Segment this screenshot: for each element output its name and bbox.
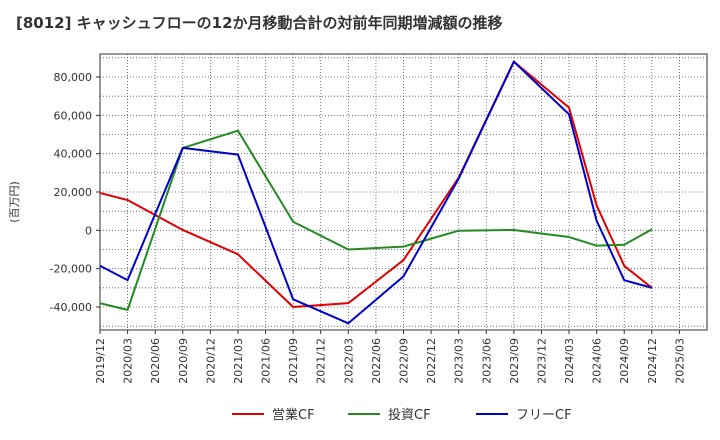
series-line-free-cf xyxy=(99,60,653,325)
x-tick-label: 2021/06 xyxy=(260,338,273,384)
legend-label-free-cf: フリーCF xyxy=(516,408,572,423)
chart-title: [8012] キャッシュフローの12か月移動合計の対前年同期増減額の推移 xyxy=(16,14,503,32)
x-tick-label: 2022/12 xyxy=(425,338,438,384)
axes: -40,000 -20,000 0 20,000 40,000 60,000 80,000 2… xyxy=(50,53,708,384)
x-tick-label: 2021/03 xyxy=(232,338,245,384)
y-tick-label: -20,000 xyxy=(50,263,92,276)
x-tick-label: 2025/03 xyxy=(673,338,686,384)
x-tick-label: 2022/06 xyxy=(370,338,383,384)
y-tick-label: 60,000 xyxy=(54,109,93,122)
y-tick-label: 0 xyxy=(85,224,92,237)
legend: 営業CF 投資CF フリーCF xyxy=(232,407,572,423)
x-tick-label: 2023/03 xyxy=(453,338,466,384)
y-tick-label: 40,000 xyxy=(54,148,93,161)
y-tick-label: 80,000 xyxy=(54,71,93,84)
x-tick-label: 2020/09 xyxy=(177,338,190,384)
y-axis-label: (百万円) xyxy=(8,181,21,223)
x-tick-label: 2024/03 xyxy=(563,338,576,384)
x-tick-label: 2023/09 xyxy=(508,338,521,384)
x-tick-label: 2024/12 xyxy=(646,338,659,384)
x-tick-label: 2024/06 xyxy=(591,338,604,384)
legend-label-operating-cf: 営業CF xyxy=(272,407,315,423)
x-tick-label: 2020/06 xyxy=(149,338,162,384)
x-tick-label: 2022/09 xyxy=(398,338,411,384)
series-lines xyxy=(99,60,653,325)
y-tick-label: 20,000 xyxy=(54,186,93,199)
x-tick-label: 2021/12 xyxy=(315,338,328,384)
y-tick-label: -40,000 xyxy=(50,301,92,314)
legend-label-investing-cf: 投資CF xyxy=(388,407,431,423)
x-tick-label: 2019/12 xyxy=(94,338,107,384)
x-tick-label: 2023/06 xyxy=(480,338,493,384)
series-line-operating-cf xyxy=(99,60,653,308)
x-tick-label: 2020/03 xyxy=(122,338,135,384)
x-tick-label: 2022/03 xyxy=(342,338,355,384)
x-tick-label: 2021/09 xyxy=(287,338,300,384)
x-tick-label: 2020/12 xyxy=(204,338,217,384)
x-tick-label: 2024/09 xyxy=(618,338,631,384)
x-tick-label: 2023/12 xyxy=(535,338,548,384)
